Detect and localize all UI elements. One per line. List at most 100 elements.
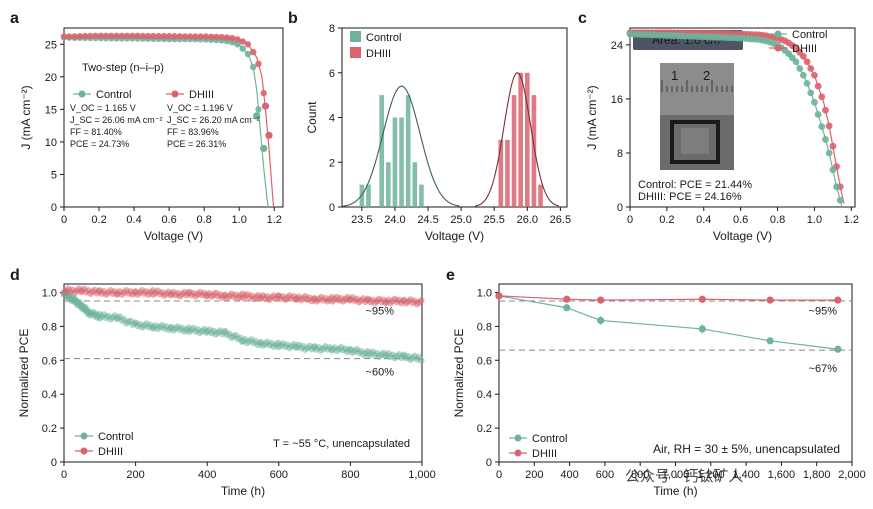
stability-point-control: [417, 357, 425, 364]
dhiii-jv-point: [81, 32, 89, 40]
y-tick-label: 0.6: [477, 355, 492, 367]
x-tick-label: 1.0: [232, 214, 247, 226]
dhiii-jv-point: [207, 33, 215, 40]
x-tick-label: 25.0: [450, 214, 471, 226]
x-tick-label: 0.8: [770, 214, 785, 226]
x-tick-label: 800: [341, 469, 359, 481]
dhiii-jv-point: [807, 65, 815, 72]
y-tick-label: 1.0: [42, 287, 57, 299]
y-tick-label: 10: [45, 137, 57, 149]
aging-point-control: [563, 304, 571, 312]
histogram-bar-dhiii: [511, 95, 517, 207]
control-jv-point: [239, 45, 246, 52]
dhiii-metric: PCE = 26.31%: [167, 139, 226, 149]
legend-dhiii-marker: [171, 90, 179, 98]
x-tick-label: 200: [126, 469, 144, 481]
legend-dhiii-label: DHIII: [532, 448, 557, 460]
control-jv-point: [811, 98, 818, 106]
dhiii-jv-point: [171, 33, 178, 40]
x-tick-label: 24.5: [417, 214, 438, 226]
panel-c: 0 0.2 0.4 0.6 0.8 1.0 1.2 0 8 16 24 Voltage (V) J (m…: [578, 10, 859, 243]
dhiii-jv-point: [811, 71, 818, 79]
legend-dhiii-marker: [80, 447, 88, 455]
x-tick-label: 600: [596, 469, 614, 481]
aging-point-dhiii: [766, 296, 774, 304]
device-annotation: Two-step (n–i–p): [82, 62, 164, 74]
panel-b: 23.5 24.0 24.5 25.0 25.5 26.0 26.5 0 2 4 6 8 Voltage…: [288, 10, 571, 243]
x-tick-label: 0.2: [659, 214, 674, 226]
x-axis-label: Time (h): [221, 484, 265, 498]
control-metric: FF = 81.40%: [70, 127, 122, 137]
legend-control-label: Control: [96, 89, 131, 101]
y-tick-label: 0: [51, 202, 57, 214]
aging-point-control: [597, 316, 605, 325]
dhiii-jv-point: [825, 122, 833, 130]
control-jv-point: [803, 79, 811, 87]
y-axis-label: J (mA cm⁻²): [585, 85, 599, 149]
x-tick-label: 0: [496, 469, 502, 481]
x-tick-label: 0.2: [91, 214, 106, 226]
y-tick-label: 0.2: [42, 423, 57, 435]
legend-dhiii-marker: [514, 449, 522, 457]
dhiii-jv-point: [213, 33, 220, 41]
x-tick-label: 200: [525, 469, 543, 481]
plot-frame: [629, 27, 856, 208]
control-jv-point: [234, 41, 241, 48]
control-pce-label: Control: PCE = 21.44%: [638, 179, 752, 191]
dhiii-jv-point: [192, 33, 199, 40]
histogram-bar-control: [419, 184, 424, 207]
control-jv-point: [818, 123, 826, 131]
dhiii-jv-point: [129, 32, 136, 40]
legend-control-label: Control: [98, 431, 133, 443]
plot-frame: [63, 283, 423, 463]
y-tick-label: 0.8: [42, 321, 57, 333]
gaussian-fit-dhiii: [474, 72, 559, 207]
stability-point-dhiii: [417, 297, 425, 304]
x-tick-label: 26.5: [550, 214, 571, 226]
control-jv-point: [836, 196, 844, 204]
x-tick-label: 400: [560, 469, 578, 481]
dhiii-jv-point: [108, 32, 115, 40]
y-tick-label: 25: [45, 39, 57, 51]
legend-control-marker: [514, 434, 522, 442]
dhiii-jv-point: [155, 32, 162, 40]
x-tick-label: 25.5: [483, 214, 504, 226]
legend-dhiii-label: DHIII: [98, 446, 123, 458]
photo-ruler-number: 1: [671, 68, 678, 83]
dhiii-jv-point: [261, 102, 270, 110]
x-tick-label: 0.4: [126, 214, 141, 226]
control-jv-point: [792, 58, 800, 66]
dhiii-jv-point: [202, 33, 210, 40]
legend-swatch-control: [350, 31, 361, 42]
histogram-bar-control: [359, 184, 365, 207]
y-axis-label: Normalized PCE: [17, 329, 31, 418]
x-tick-label: 1.2: [267, 214, 282, 226]
y-tick-label: 0.4: [42, 389, 57, 401]
annotation-dhiii-retention: ~95%: [366, 306, 395, 318]
dhiii-jv-point: [228, 34, 236, 42]
panel-e: 0 200 400 600 800 1,000 1,200 1,400 1,600 1,800 2,…: [446, 267, 866, 498]
histogram-bar-dhiii: [498, 139, 504, 207]
dhiii-jv-point: [803, 58, 811, 66]
condition-label: T = ~55 °C, unencapsulated: [273, 438, 410, 450]
y-tick-label: 0.6: [42, 355, 57, 367]
x-axis-label: Voltage (V): [425, 229, 484, 243]
y-tick-label: 4: [329, 113, 335, 125]
dhiii-jv-point: [113, 32, 120, 40]
dhiii-jv-point: [814, 82, 822, 90]
dhiii-jv-point: [92, 32, 99, 40]
legend-control-marker: [78, 90, 86, 98]
annotation-control-retention: ~60%: [366, 367, 395, 379]
aging-point-dhiii: [495, 292, 503, 300]
x-tick-label: 1,200: [697, 469, 725, 481]
dhiii-jv-point: [218, 33, 225, 41]
x-tick-label: 1,800: [803, 469, 831, 481]
dhiii-jv-point: [822, 106, 829, 114]
annotation-dhiii-retention: ~95%: [809, 306, 838, 318]
legend-label-dhiii: DHIII: [366, 48, 391, 60]
y-tick-label: 16: [611, 94, 623, 106]
aging-point-dhiii: [834, 296, 842, 304]
y-axis-label: J (mA cm⁻²): [19, 85, 33, 149]
legend-control-marker: [80, 432, 88, 440]
legend-control-label: Control: [532, 433, 567, 445]
